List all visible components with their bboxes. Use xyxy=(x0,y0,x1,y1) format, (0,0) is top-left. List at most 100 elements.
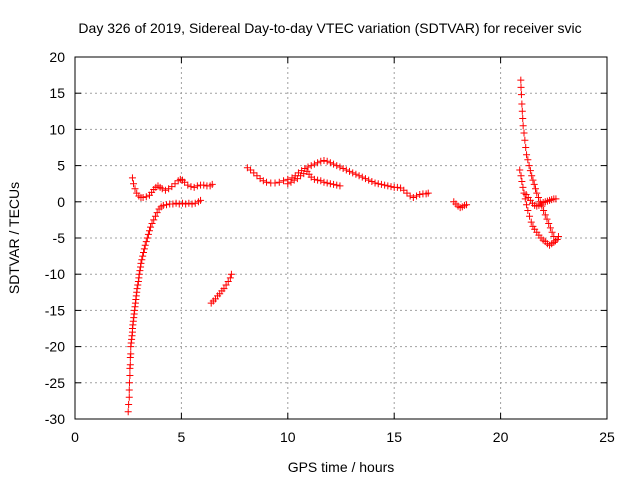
data-point xyxy=(125,386,133,394)
data-point xyxy=(140,245,148,253)
y-tick-label: 10 xyxy=(49,121,65,137)
data-point xyxy=(159,201,167,209)
data-point xyxy=(336,182,344,190)
y-tick-label: -10 xyxy=(45,266,65,282)
data-point xyxy=(181,178,189,186)
x-tick-label: 0 xyxy=(71,429,79,445)
data-point xyxy=(200,181,208,189)
y-tick-label: -30 xyxy=(45,411,65,427)
data-point xyxy=(358,173,366,181)
data-point xyxy=(384,182,392,190)
data-point xyxy=(253,172,261,180)
data-marks xyxy=(124,76,562,416)
data-point xyxy=(403,189,411,197)
data-point xyxy=(185,199,193,207)
data-point xyxy=(142,193,150,201)
series-track-6 xyxy=(450,198,471,212)
data-point xyxy=(139,193,147,201)
data-point xyxy=(330,180,338,188)
data-point xyxy=(409,193,417,201)
data-point xyxy=(326,180,334,188)
x-tick-label: 20 xyxy=(493,429,509,445)
data-point xyxy=(521,136,529,144)
data-point xyxy=(138,256,146,264)
data-point xyxy=(161,186,169,194)
data-point xyxy=(526,167,534,175)
data-point xyxy=(342,166,350,174)
data-point xyxy=(284,180,292,188)
data-point xyxy=(525,162,533,170)
data-point xyxy=(150,216,158,224)
data-point xyxy=(548,228,556,236)
data-point xyxy=(528,172,536,180)
series-track-8 xyxy=(516,166,558,249)
data-point xyxy=(208,180,216,188)
data-point xyxy=(400,186,408,194)
data-point xyxy=(125,379,133,387)
data-point xyxy=(197,196,205,204)
data-point xyxy=(518,178,526,186)
data-point xyxy=(136,267,144,275)
data-point xyxy=(263,178,271,186)
data-point xyxy=(463,201,471,209)
data-point xyxy=(182,200,190,208)
data-point xyxy=(187,183,195,191)
y-tick-label: 15 xyxy=(49,85,65,101)
y-tick-label: 5 xyxy=(57,158,65,174)
data-point xyxy=(545,220,553,228)
data-point xyxy=(222,281,230,289)
data-point xyxy=(416,191,424,199)
data-point xyxy=(145,227,153,235)
y-tick-label: -25 xyxy=(45,375,65,391)
data-point xyxy=(531,185,539,193)
data-point xyxy=(553,235,561,243)
data-point xyxy=(424,189,432,197)
data-point xyxy=(169,200,177,208)
data-point xyxy=(527,218,535,226)
data-point xyxy=(317,157,325,165)
data-point xyxy=(371,179,379,187)
data-point xyxy=(125,401,133,409)
data-point xyxy=(361,175,369,183)
data-point xyxy=(304,163,312,171)
data-point xyxy=(178,199,186,207)
data-point xyxy=(171,180,179,188)
data-point xyxy=(271,179,279,187)
data-point xyxy=(534,193,542,201)
data-point xyxy=(524,156,532,164)
data-point xyxy=(158,185,166,193)
data-point xyxy=(140,248,148,256)
data-point xyxy=(131,185,139,193)
data-point xyxy=(293,175,301,183)
data-point xyxy=(124,408,132,416)
data-point xyxy=(320,157,328,165)
y-tick-label: -5 xyxy=(53,230,66,246)
data-point xyxy=(133,285,141,293)
y-tick-label: -20 xyxy=(45,339,65,355)
data-point xyxy=(142,238,150,246)
data-point xyxy=(310,175,318,183)
series-track-5 xyxy=(284,167,344,190)
data-point xyxy=(247,166,255,174)
series-track-1 xyxy=(124,196,205,416)
chart-title: Day 326 of 2019, Sidereal Day-to-day VTE… xyxy=(78,20,581,36)
data-point xyxy=(280,177,288,185)
data-point xyxy=(339,164,347,172)
data-point xyxy=(521,195,529,203)
data-point xyxy=(227,270,235,278)
data-point xyxy=(163,201,171,209)
data-point xyxy=(529,222,537,230)
data-point xyxy=(151,212,159,220)
data-point xyxy=(323,157,331,165)
y-tick-label: 0 xyxy=(57,194,65,210)
data-point xyxy=(139,252,147,260)
data-point xyxy=(135,270,143,278)
data-point xyxy=(184,181,192,189)
data-point xyxy=(168,183,176,191)
data-point xyxy=(314,159,322,167)
data-point xyxy=(330,160,338,168)
data-point xyxy=(368,178,376,186)
data-point xyxy=(290,176,298,184)
data-point xyxy=(147,223,155,231)
